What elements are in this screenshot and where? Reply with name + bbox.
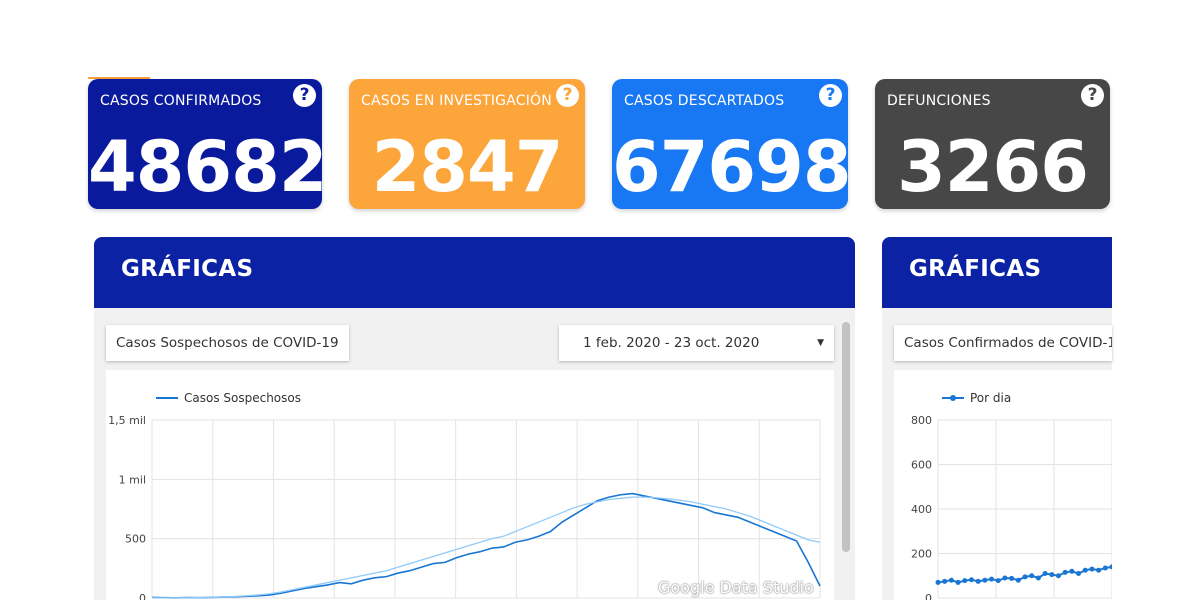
- data-point: [948, 577, 954, 583]
- data-point: [942, 578, 948, 584]
- data-point: [1029, 573, 1035, 579]
- chart-title: Casos Sospechosos de COVID-19: [116, 335, 339, 351]
- card-value: 2847: [371, 126, 564, 208]
- question-icon[interactable]: ?: [819, 84, 842, 107]
- y-tick-label: 600: [911, 459, 932, 472]
- card-investigation: CASOS EN INVESTIGACIÓN ? 2847: [349, 79, 585, 209]
- card-discarded: CASOS DESCARTADOS ? 67698: [612, 79, 848, 209]
- data-point: [1102, 565, 1108, 571]
- chart-title: Casos Confirmados de COVID-19: [904, 335, 1112, 351]
- data-point: [1035, 575, 1041, 581]
- data-point: [1069, 568, 1075, 574]
- chart-title-chip: Casos Confirmados de COVID-19: [894, 325, 1112, 361]
- accent-line: [88, 77, 150, 79]
- watermark: Google Data Studio: [658, 578, 814, 597]
- data-point: [1015, 577, 1021, 583]
- panel-title: GRÁFICAS: [121, 256, 254, 282]
- question-icon[interactable]: ?: [293, 84, 316, 107]
- card-title: CASOS DESCARTADOS: [624, 93, 785, 109]
- data-point: [1062, 569, 1068, 575]
- series-line: [152, 496, 821, 599]
- data-point: [975, 578, 981, 584]
- left-line-chart: 0 500 1 mil 1,5 mil Casos Sospechosos: [108, 391, 821, 605]
- data-point: [1022, 574, 1028, 580]
- left-chart-area: 0 500 1 mil 1,5 mil Casos Sospechosos: [106, 370, 834, 605]
- data-point: [1109, 564, 1115, 570]
- series-line: [151, 492, 821, 599]
- data-point: [1076, 571, 1082, 577]
- data-point: [1009, 575, 1015, 581]
- card-deaths: DEFUNCIONES ? 3266: [875, 79, 1110, 209]
- data-point: [955, 579, 961, 585]
- data-point: [1055, 573, 1061, 579]
- right-line-chart: 0 200 400 600 800 Por dia: [911, 391, 1115, 605]
- card-title: DEFUNCIONES: [887, 93, 991, 109]
- legend-label: Por dia: [970, 391, 1011, 405]
- panel-title: GRÁFICAS: [909, 256, 1042, 282]
- data-point: [1002, 575, 1008, 581]
- question-icon[interactable]: ?: [556, 84, 579, 107]
- left-panel-header: GRÁFICAS: [94, 237, 855, 308]
- y-tick-label: 0: [139, 592, 146, 600]
- card-title: CASOS EN INVESTIGACIÓN: [361, 93, 552, 109]
- right-chart-area: 0 200 400 600 800 Por dia: [894, 370, 1115, 605]
- chart-title-chip: Casos Sospechosos de COVID-19: [106, 325, 349, 361]
- y-tick-label: 200: [911, 548, 932, 561]
- data-point: [962, 578, 968, 584]
- data-point: [995, 578, 1001, 584]
- y-tick-label: 500: [125, 533, 146, 546]
- caret-down-icon: ▼: [817, 338, 824, 348]
- y-tick-label: 800: [911, 414, 932, 427]
- card-value: 3266: [897, 126, 1089, 208]
- right-panel-header: GRÁFICAS: [882, 237, 1112, 308]
- data-point: [1089, 566, 1095, 572]
- data-point: [1096, 567, 1102, 573]
- card-confirmed: CASOS CONFIRMADOS ? 48682: [88, 79, 322, 209]
- data-point: [1049, 572, 1055, 578]
- data-point: [989, 576, 995, 582]
- legend-swatch-dot: [950, 395, 956, 401]
- data-point: [1082, 567, 1088, 573]
- card-title: CASOS CONFIRMADOS: [100, 93, 262, 109]
- y-tick-label: 1 mil: [119, 473, 146, 486]
- card-value: 48682: [88, 126, 322, 208]
- y-tick-label: 0: [925, 592, 932, 600]
- y-tick-label: 1,5 mil: [108, 414, 146, 427]
- date-range-selector[interactable]: 1 feb. 2020 - 23 oct. 2020 ▼: [559, 325, 834, 361]
- card-value: 67698: [612, 126, 848, 208]
- data-point: [1042, 571, 1048, 577]
- legend-label: Casos Sospechosos: [184, 391, 301, 405]
- data-point: [968, 577, 974, 583]
- question-icon[interactable]: ?: [1081, 84, 1104, 107]
- y-tick-label: 400: [911, 503, 932, 516]
- date-range-text: 1 feb. 2020 - 23 oct. 2020: [583, 335, 760, 351]
- scrollbar-thumb[interactable]: [842, 322, 850, 552]
- data-point: [935, 579, 941, 585]
- data-point: [982, 577, 988, 583]
